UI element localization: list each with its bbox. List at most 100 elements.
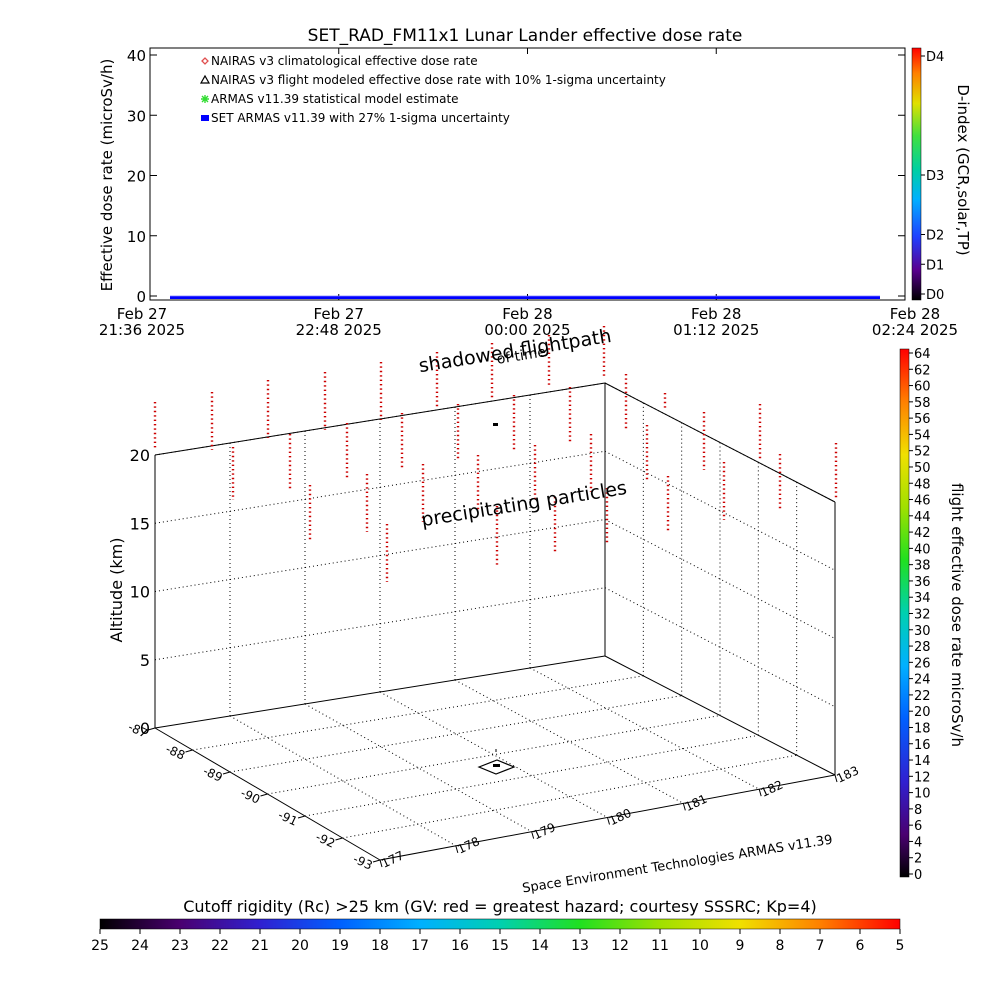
longitude-tick (455, 845, 459, 853)
annotation-precipitating-particles: precipitating particles (420, 477, 629, 531)
floor-gridline (379, 691, 608, 818)
legend-marker-triangle (199, 74, 211, 84)
dindex-tick-label: D2 (926, 229, 944, 244)
top-x-tick-date: Feb 28 (691, 305, 741, 323)
dindex-colorbar-label: D-index (GCR,solar,TP) (954, 84, 972, 255)
top-y-axis-label: Effective dose rate (microSv/h) (98, 59, 116, 292)
dindex-tick-label: D1 (926, 258, 944, 273)
latitude-tick (185, 749, 193, 753)
rc-tick-label: 9 (736, 938, 745, 954)
dindex-tick-label: D3 (926, 169, 944, 184)
rc-tick-label: 7 (816, 938, 825, 954)
longitude-tick (682, 803, 686, 811)
dose-tick-label: 44 (914, 510, 931, 525)
legend-label: ARMAS v11.39 statistical model estimate (211, 92, 459, 106)
dose-tick-label: 10 (914, 787, 931, 802)
top-x-tick-time: 21:36 2025 (99, 321, 185, 339)
top-y-tick-label: 30 (127, 107, 146, 125)
longitude-tick-label: 182 (759, 778, 786, 800)
top-x-tick-time: 22:48 2025 (296, 321, 382, 339)
latitude-tick (297, 815, 306, 819)
dose-tick-label: 6 (914, 819, 922, 834)
dose-tick-label: 16 (914, 738, 931, 753)
longitude-tick-label: 177 (379, 848, 406, 870)
dose-tick-label: 12 (914, 770, 931, 785)
dose-tick-label: 28 (914, 640, 931, 655)
longitude-tick-label: 179 (531, 820, 558, 842)
rc-tick-label: 15 (491, 938, 509, 954)
dose-tick-label: 54 (914, 428, 931, 443)
latitude-tick (335, 837, 343, 841)
latitude-tick (222, 771, 231, 775)
top-x-tick-time: 01:12 2025 (673, 321, 759, 339)
dose-tick-label: 52 (914, 445, 931, 460)
dose-tick-label: 22 (914, 689, 931, 704)
longitude-tick-label: 178 (455, 834, 482, 856)
annotation-of-time: of time (496, 344, 547, 368)
dose-colorbar-ticks: 0246810121416182022242628303234363840424… (909, 347, 931, 883)
floor-gridline (342, 754, 797, 839)
dose-tick-label: 48 (914, 477, 931, 492)
rc-tick-label: 12 (611, 938, 629, 954)
top-x-tick-date: Feb 28 (890, 305, 940, 323)
dindex-colorbar (911, 47, 922, 301)
legend-label: NAIRAS v3 climatological effective dose … (211, 54, 478, 68)
altitude-axis-label: Altitude (km) (107, 538, 126, 643)
rc-tick-label: 10 (691, 938, 709, 954)
dose-tick-label: 14 (914, 754, 931, 769)
longitude-tick (758, 789, 762, 797)
top-x-tick-date: Feb 28 (502, 305, 552, 323)
rc-tick-label: 22 (211, 938, 229, 954)
dose-tick-label: 46 (914, 494, 931, 509)
legend-item: NAIRAS v3 climatological effective dose … (201, 54, 478, 68)
dose-tick-label: 8 (914, 803, 922, 818)
dose-colorbar-label: flight effective dose rate microSv/h (948, 483, 966, 747)
top-series-group (170, 295, 880, 299)
legend-marker-diamond (201, 57, 209, 65)
top-x-tick-date: Feb 27 (314, 305, 364, 323)
longitude-tick-label: 183 (834, 763, 861, 785)
dindex-tick-label: D4 (926, 50, 944, 65)
top-y-tick-label: 40 (127, 47, 146, 65)
latitude-tick (260, 793, 268, 797)
rc-tick-label: 25 (91, 938, 109, 954)
dose-tick-label: 4 (914, 835, 922, 850)
altitude-tick-label: 0 (140, 719, 150, 738)
floor-gridline (454, 679, 684, 804)
dose-tick-label: 36 (914, 575, 931, 590)
dose-tick-label: 56 (914, 412, 931, 427)
floor-gridline (192, 675, 644, 751)
legend-item: NAIRAS v3 flight modeled effective dose … (199, 73, 666, 87)
dindex-tick-label: D0 (926, 288, 944, 303)
rc-tick-label: 19 (331, 938, 349, 954)
legend-label: NAIRAS v3 flight modeled effective dose … (211, 73, 666, 87)
floor-gridline (304, 703, 532, 833)
top-x-tick-date: Feb 27 (117, 305, 167, 323)
dose-tick-label: 26 (914, 656, 931, 671)
chart-title: SET_RAD_FM11x1 Lunar Lander effective do… (308, 26, 743, 46)
dose-tick-label: 38 (914, 559, 931, 574)
dose-tick-label: 24 (914, 673, 931, 688)
rc-tick-label: 20 (291, 938, 309, 954)
rc-tick-label: 23 (171, 938, 189, 954)
dindex-colorbar-ticks: D0 D1 D2 D3 D4 (921, 50, 944, 303)
longitude-tick (834, 774, 838, 783)
dose-tick-label: 42 (914, 526, 931, 541)
top-y-tick-label: 20 (127, 168, 146, 186)
precipitating-particles-group (153, 326, 838, 582)
dose-tick-label: 32 (914, 608, 931, 623)
dose-tick-label: 58 (914, 396, 931, 411)
rc-tick-label: 18 (371, 938, 389, 954)
legend-item: ARMAS v11.39 statistical model estimate (201, 92, 459, 106)
dose-tick-label: 18 (914, 721, 931, 736)
rc-tick-label: 21 (251, 938, 269, 954)
rc-tick-label: 6 (856, 938, 865, 954)
dose-tick-label: 2 (914, 852, 922, 867)
legend: NAIRAS v3 climatological effective dose … (199, 54, 666, 125)
flightpath-shadow-marker (477, 749, 516, 775)
longitude-tick-label: 181 (683, 792, 710, 814)
dose-tick-label: 62 (914, 363, 931, 378)
top-y-axis: 0 10 20 30 40 (127, 47, 905, 306)
